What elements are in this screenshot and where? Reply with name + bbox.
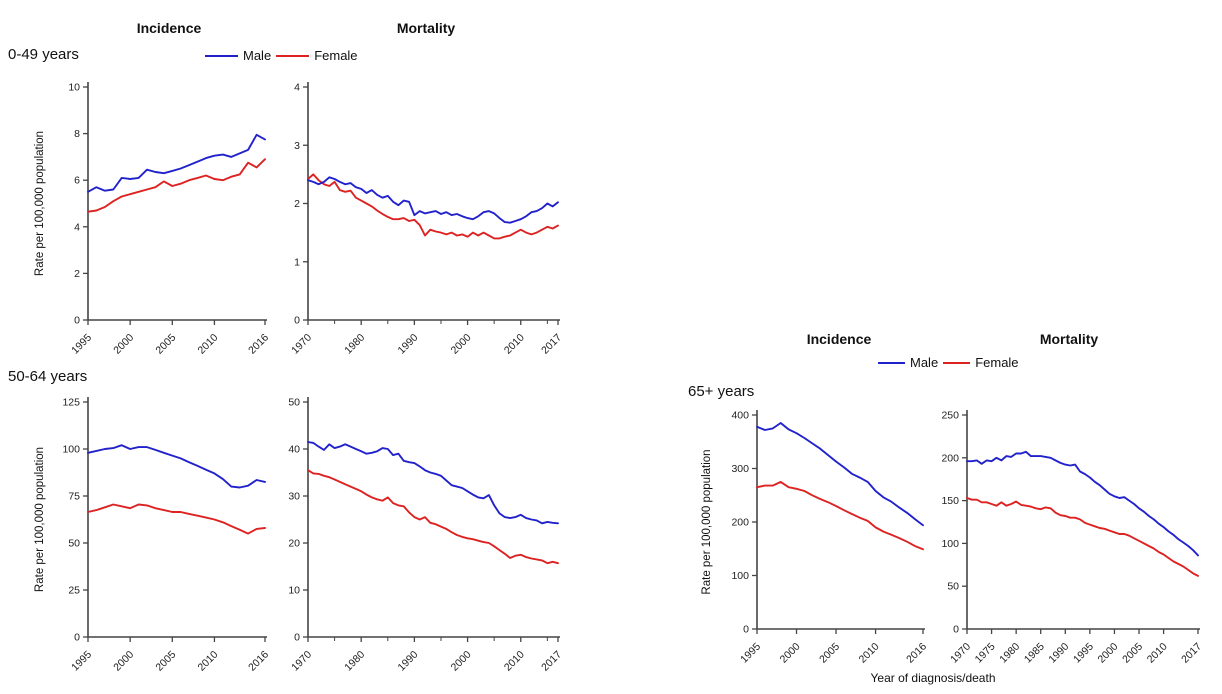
svg-text:100: 100 <box>62 444 80 456</box>
svg-text:2000: 2000 <box>778 641 803 666</box>
svg-text:2010: 2010 <box>502 649 527 674</box>
svg-text:1970: 1970 <box>289 649 314 674</box>
svg-text:0: 0 <box>74 315 80 327</box>
age-group-label-50-64: 50-64 years <box>8 368 88 385</box>
svg-text:0: 0 <box>294 632 300 644</box>
female-legend-label: Female <box>975 355 1019 370</box>
svg-text:1: 1 <box>294 256 300 268</box>
age-group-label-65plus: 65+ years <box>688 383 755 400</box>
svg-text:150: 150 <box>941 495 959 507</box>
svg-text:200: 200 <box>941 452 959 464</box>
male-legend-line <box>878 361 905 364</box>
svg-text:0: 0 <box>953 624 959 636</box>
svg-text:40: 40 <box>288 444 300 456</box>
svg-text:400: 400 <box>731 410 749 422</box>
svg-text:0: 0 <box>294 315 300 327</box>
svg-text:1990: 1990 <box>396 332 421 357</box>
incidence-column-title-left: Incidence <box>136 20 202 36</box>
svg-text:2010: 2010 <box>857 641 882 666</box>
svg-text:2017: 2017 <box>539 332 564 357</box>
svg-text:100: 100 <box>731 570 749 582</box>
female-legend-line <box>276 54 310 57</box>
svg-text:1975: 1975 <box>973 641 998 666</box>
svg-text:20: 20 <box>288 538 300 550</box>
svg-text:1990: 1990 <box>1046 641 1071 666</box>
svg-text:50: 50 <box>288 397 300 409</box>
svg-text:100: 100 <box>941 538 959 550</box>
svg-text:1985: 1985 <box>1022 641 1047 666</box>
svg-text:2010: 2010 <box>196 649 221 674</box>
svg-text:200: 200 <box>731 517 749 529</box>
legend-right: Male Female <box>873 355 1019 370</box>
mortality-column-title-right: Mortality <box>1039 331 1099 347</box>
svg-text:2000: 2000 <box>1096 641 1121 666</box>
svg-text:Rate per 100,000 population: Rate per 100,000 population <box>34 447 46 592</box>
age-group-label-0-49: 0-49 years <box>8 46 79 63</box>
svg-text:250: 250 <box>941 410 959 422</box>
svg-text:1990: 1990 <box>396 649 421 674</box>
male-legend-label: Male <box>243 48 272 63</box>
female-legend-line <box>943 361 971 364</box>
svg-text:1980: 1980 <box>997 641 1022 666</box>
svg-text:2017: 2017 <box>539 649 564 674</box>
legend-left: Male Female <box>200 48 358 63</box>
svg-text:1970: 1970 <box>289 332 314 357</box>
svg-text:2000: 2000 <box>111 649 136 674</box>
svg-text:2000: 2000 <box>449 332 474 357</box>
svg-text:1995: 1995 <box>738 641 763 666</box>
svg-text:0: 0 <box>743 624 749 636</box>
svg-text:1995: 1995 <box>69 649 94 674</box>
svg-text:2005: 2005 <box>153 649 178 674</box>
chart-mortality-50-64: 0 10 20 30 40 50 1970 1980 1990 2000 2010 2017 <box>288 397 564 674</box>
svg-text:25: 25 <box>68 585 80 597</box>
svg-text:Rate per 100,000 population: Rate per 100,000 population <box>34 131 46 276</box>
male-legend-label: Male <box>910 355 939 370</box>
svg-text:2010: 2010 <box>196 332 221 357</box>
svg-text:6: 6 <box>74 175 80 187</box>
svg-text:2005: 2005 <box>1120 641 1145 666</box>
svg-text:50: 50 <box>947 581 959 593</box>
svg-text:8: 8 <box>74 128 80 140</box>
mortality-column-title-left: Mortality <box>396 20 456 36</box>
svg-text:1980: 1980 <box>342 332 367 357</box>
svg-text:1970: 1970 <box>948 641 973 666</box>
svg-text:50: 50 <box>68 538 80 550</box>
svg-text:3: 3 <box>294 140 300 152</box>
svg-text:125: 125 <box>62 397 80 409</box>
svg-text:2: 2 <box>74 268 80 280</box>
svg-text:300: 300 <box>731 463 749 475</box>
svg-text:1980: 1980 <box>342 649 367 674</box>
x-axis-title: Year of diagnosis/death <box>870 671 996 685</box>
svg-text:0: 0 <box>74 632 80 644</box>
svg-text:2017: 2017 <box>1179 641 1204 666</box>
svg-text:2010: 2010 <box>1145 641 1170 666</box>
svg-text:2010: 2010 <box>502 332 527 357</box>
svg-text:Rate per 100,000 population: Rate per 100,000 population <box>701 449 713 594</box>
svg-text:1995: 1995 <box>69 332 94 357</box>
incidence-column-title-right: Incidence <box>806 331 872 347</box>
svg-text:10: 10 <box>288 585 300 597</box>
svg-text:1995: 1995 <box>1071 641 1096 666</box>
male-legend-line <box>205 54 238 57</box>
svg-text:10: 10 <box>68 82 80 94</box>
chart-mortality-0-49: 0 1 2 3 4 1970 1980 1990 2000 2010 2017 <box>289 82 564 357</box>
svg-text:4: 4 <box>74 221 80 233</box>
svg-text:2005: 2005 <box>817 641 842 666</box>
svg-text:30: 30 <box>288 491 300 503</box>
svg-text:2000: 2000 <box>449 649 474 674</box>
svg-text:2000: 2000 <box>111 332 136 357</box>
svg-text:2: 2 <box>294 198 300 210</box>
svg-text:75: 75 <box>68 491 80 503</box>
svg-text:4: 4 <box>294 82 300 94</box>
female-legend-label: Female <box>314 48 358 63</box>
svg-text:2005: 2005 <box>153 332 178 357</box>
